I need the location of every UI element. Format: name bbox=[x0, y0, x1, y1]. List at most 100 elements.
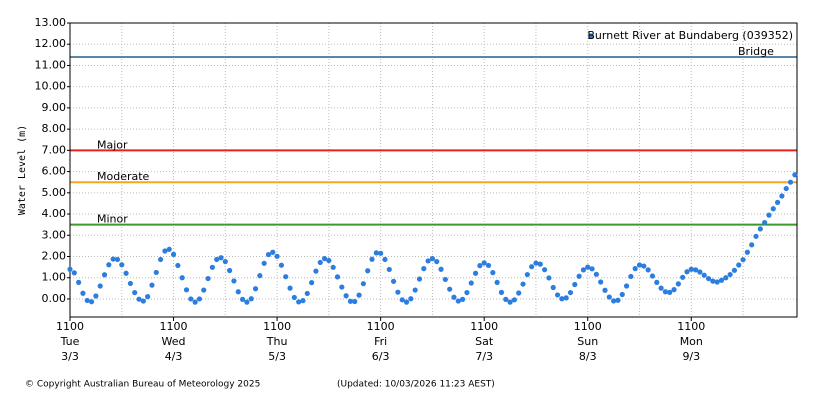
point bbox=[231, 278, 237, 284]
point bbox=[645, 267, 651, 273]
point bbox=[93, 293, 99, 299]
x-tick-label: 1100 bbox=[677, 320, 705, 333]
point bbox=[494, 279, 500, 285]
point bbox=[218, 255, 224, 261]
point bbox=[559, 296, 565, 302]
point bbox=[304, 290, 310, 297]
point bbox=[343, 293, 349, 299]
point bbox=[749, 242, 755, 248]
point bbox=[533, 260, 539, 266]
x-tick-label: 1100 bbox=[263, 320, 291, 333]
x-tick-day: Wed bbox=[162, 335, 186, 348]
point bbox=[365, 268, 371, 274]
point bbox=[153, 269, 159, 276]
y-tick-label: 8.00 bbox=[42, 122, 67, 135]
point bbox=[227, 267, 233, 274]
x-tick-date: 4/3 bbox=[165, 350, 183, 363]
point bbox=[356, 292, 362, 298]
point bbox=[188, 296, 194, 302]
point bbox=[662, 289, 669, 295]
updated: (Updated: 10/03/2026 11:23 AEST) bbox=[337, 380, 495, 390]
y-tick-label: 12.00 bbox=[35, 37, 67, 50]
point bbox=[399, 297, 405, 303]
x-tick-label: 1100 bbox=[367, 320, 395, 333]
point bbox=[593, 271, 599, 277]
point bbox=[753, 233, 759, 239]
point bbox=[701, 272, 707, 278]
point bbox=[727, 271, 733, 278]
point bbox=[67, 266, 73, 272]
point bbox=[403, 299, 410, 305]
point bbox=[507, 299, 513, 305]
x-tick-label: 1100 bbox=[160, 320, 188, 333]
point bbox=[498, 289, 505, 295]
x-tick-label: 1100 bbox=[56, 320, 84, 333]
point bbox=[334, 274, 341, 280]
point bbox=[671, 287, 677, 293]
point bbox=[460, 296, 466, 302]
point bbox=[170, 251, 177, 257]
point bbox=[390, 278, 397, 284]
point bbox=[313, 268, 319, 274]
y-axis-label: Water Level (m) bbox=[17, 125, 28, 215]
point bbox=[572, 281, 578, 288]
y-tick-label: 13.00 bbox=[35, 16, 67, 29]
point bbox=[179, 275, 185, 281]
point bbox=[472, 270, 479, 276]
y-tick-label: 11.00 bbox=[35, 58, 67, 71]
point bbox=[136, 296, 142, 302]
point bbox=[511, 297, 517, 303]
point bbox=[110, 256, 116, 262]
point bbox=[278, 262, 285, 268]
point bbox=[598, 279, 604, 285]
point bbox=[718, 277, 725, 283]
x-tick-day: Mon bbox=[680, 335, 703, 348]
point bbox=[792, 172, 798, 178]
point bbox=[667, 289, 673, 295]
point bbox=[296, 299, 302, 305]
legend-marker bbox=[588, 33, 594, 39]
point bbox=[274, 253, 280, 259]
point bbox=[373, 250, 379, 256]
point bbox=[149, 282, 155, 288]
point bbox=[636, 262, 643, 268]
point bbox=[360, 281, 366, 287]
point bbox=[106, 262, 112, 268]
point bbox=[201, 287, 207, 293]
x-tick-day: Sun bbox=[577, 335, 598, 348]
point bbox=[429, 256, 436, 262]
point bbox=[265, 251, 272, 258]
point bbox=[196, 296, 203, 302]
point bbox=[589, 266, 595, 272]
y-tick-label: 2.00 bbox=[42, 250, 67, 263]
point bbox=[132, 289, 138, 296]
point bbox=[576, 273, 582, 279]
point bbox=[84, 297, 90, 304]
y-tick-label: 3.00 bbox=[42, 228, 67, 241]
point bbox=[550, 284, 556, 291]
point bbox=[114, 256, 121, 263]
point bbox=[554, 292, 561, 298]
point bbox=[628, 273, 634, 280]
point bbox=[783, 185, 789, 192]
point bbox=[490, 270, 496, 276]
point bbox=[386, 266, 392, 273]
y-tick-label: 4.00 bbox=[42, 207, 67, 220]
point bbox=[546, 275, 552, 281]
x-tick-day: Thu bbox=[266, 335, 288, 348]
y-tick-label: 6.00 bbox=[42, 165, 67, 178]
point bbox=[347, 298, 354, 304]
point bbox=[330, 264, 336, 270]
point bbox=[606, 294, 612, 300]
point bbox=[421, 266, 427, 272]
point bbox=[222, 258, 228, 265]
x-tick-day: Fri bbox=[374, 335, 387, 348]
x-tick-date: 3/3 bbox=[61, 350, 79, 363]
point bbox=[183, 287, 190, 293]
point bbox=[438, 266, 444, 272]
point bbox=[270, 249, 276, 255]
point bbox=[710, 278, 716, 284]
point bbox=[140, 298, 146, 304]
point bbox=[541, 267, 548, 273]
point bbox=[658, 285, 664, 291]
